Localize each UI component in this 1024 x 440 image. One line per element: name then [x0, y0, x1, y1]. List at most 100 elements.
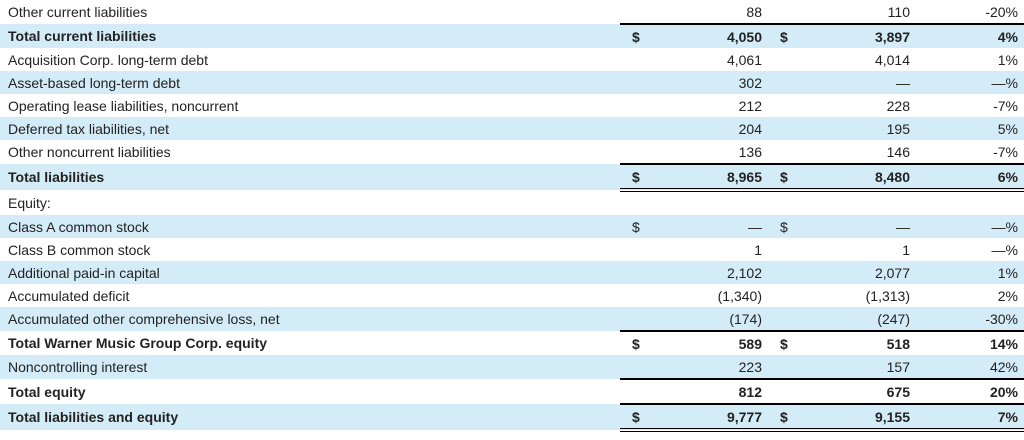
currency-sign: [768, 238, 798, 261]
currency-sign: $: [620, 215, 650, 238]
row-label: Operating lease liabilities, noncurrent: [8, 97, 239, 114]
table-row: Additional paid-in capital 2,102 2,077 1%: [0, 261, 1024, 284]
value-cell: —%: [991, 241, 1018, 258]
value-cell: (174): [650, 307, 768, 331]
currency-sign: [620, 261, 650, 284]
row-label: Additional paid-in capital: [0, 261, 620, 284]
table-row: Total liabilities and equity $9,777 $9,155…: [0, 403, 1024, 432]
currency-sign: [768, 117, 798, 140]
value-cell: -7%: [993, 97, 1018, 114]
value-cell: 157: [798, 355, 916, 379]
value-cell: 589: [650, 330, 768, 355]
currency-sign: [768, 0, 798, 24]
value-cell: 1%: [916, 261, 1024, 284]
currency-sign: $: [768, 163, 798, 192]
currency-sign: [620, 140, 650, 164]
currency-sign: [620, 284, 650, 307]
value-cell: 302: [650, 71, 768, 94]
value-cell: 195: [798, 117, 916, 140]
row-label: Accumulated deficit: [8, 287, 130, 304]
value-cell: 3,897: [798, 23, 916, 48]
row-label: Noncontrolling interest: [0, 355, 620, 379]
row-label: Total liabilities: [0, 164, 620, 190]
value-cell: 88: [746, 3, 762, 20]
value-cell: 9,777: [650, 403, 768, 432]
currency-sign: [620, 71, 650, 94]
currency-sign: $: [768, 215, 798, 238]
currency-sign: [768, 355, 798, 379]
table-row: Acquisition Corp. long-term debt 4,061 4,0…: [0, 48, 1024, 71]
currency-sign: [768, 378, 798, 404]
currency-sign: $: [768, 23, 798, 48]
value-cell: 204: [650, 117, 768, 140]
currency-sign: [620, 48, 650, 71]
value-cell: 518: [798, 330, 916, 355]
value-cell: -20%: [985, 3, 1018, 20]
value-cell: 675: [798, 378, 916, 404]
table-row: Other current liabilities 88 110 -20%: [0, 0, 1024, 24]
value-cell: 20%: [916, 378, 1024, 404]
row-label: Asset-based long-term debt: [0, 71, 620, 94]
value-cell: 1%: [997, 51, 1018, 68]
currency-sign: [620, 307, 650, 331]
value-cell: 7%: [916, 403, 1024, 432]
currency-sign: [768, 94, 798, 117]
currency-sign: $: [620, 163, 650, 192]
row-label: Total Warner Music Group Corp. equity: [8, 335, 268, 351]
currency-sign: [768, 48, 798, 71]
row-label: Other current liabilities: [8, 4, 148, 20]
currency-sign: [768, 140, 798, 164]
table-row: Class B common stock 1 1 —%: [0, 238, 1024, 261]
row-label: Accumulated other comprehensive loss, ne…: [0, 307, 620, 331]
currency-sign: [620, 378, 650, 404]
row-label: Other noncurrent liabilities: [8, 144, 171, 160]
table-row: Class A common stock $ — $ — —%: [0, 215, 1024, 238]
value-cell: [798, 190, 916, 215]
row-label: Acquisition Corp. long-term debt: [8, 51, 208, 68]
value-cell: (1,313): [865, 287, 910, 304]
value-cell: -7%: [993, 143, 1018, 160]
value-cell: 14%: [916, 330, 1024, 355]
table-row: Equity:: [0, 190, 1024, 215]
value-cell: —%: [916, 215, 1024, 238]
currency-sign: [768, 71, 798, 94]
value-cell: 4%: [916, 23, 1024, 48]
value-cell: (1,340): [717, 287, 762, 304]
value-cell: 223: [650, 355, 768, 379]
row-label: Total current liabilities: [0, 24, 620, 48]
value-cell: 6%: [916, 163, 1024, 192]
table-row: Operating lease liabilities, noncurrent 2…: [0, 94, 1024, 117]
value-cell: [916, 190, 1024, 215]
value-cell: —: [798, 71, 916, 94]
value-cell: 8,965: [650, 163, 768, 192]
table-row: Accumulated deficit (1,340) (1,313) 2%: [0, 284, 1024, 307]
table-row: Deferred tax liabilities, net 204 195 5%: [0, 117, 1024, 140]
value-cell: 1: [754, 241, 762, 258]
row-label: Total equity: [8, 383, 86, 400]
row-label: Equity:: [8, 194, 51, 211]
value-cell: -30%: [916, 307, 1024, 331]
currency-sign: [620, 117, 650, 140]
table-row: Accumulated other comprehensive loss, ne…: [0, 307, 1024, 331]
currency-sign: [620, 355, 650, 379]
currency-sign: [768, 307, 798, 331]
value-cell: 136: [738, 143, 762, 160]
value-cell: (247): [798, 307, 916, 331]
value-cell: 4,014: [874, 51, 910, 68]
row-label: Class B common stock: [8, 241, 151, 258]
currency-sign: [620, 190, 650, 215]
value-cell: 1: [902, 241, 910, 258]
table-row: Total current liabilities $4,050 $3,897 4%: [0, 23, 1024, 48]
value-cell: [650, 190, 768, 215]
currency-sign: [768, 284, 798, 307]
table-row: Total Warner Music Group Corp. equity $58…: [0, 330, 1024, 355]
value-cell: —%: [916, 71, 1024, 94]
currency-sign: $: [620, 23, 650, 48]
row-label: Total liabilities and equity: [0, 404, 620, 430]
currency-sign: $: [620, 330, 650, 355]
value-cell: 2%: [997, 287, 1018, 304]
value-cell: 42%: [916, 355, 1024, 379]
value-cell: 212: [738, 97, 762, 114]
